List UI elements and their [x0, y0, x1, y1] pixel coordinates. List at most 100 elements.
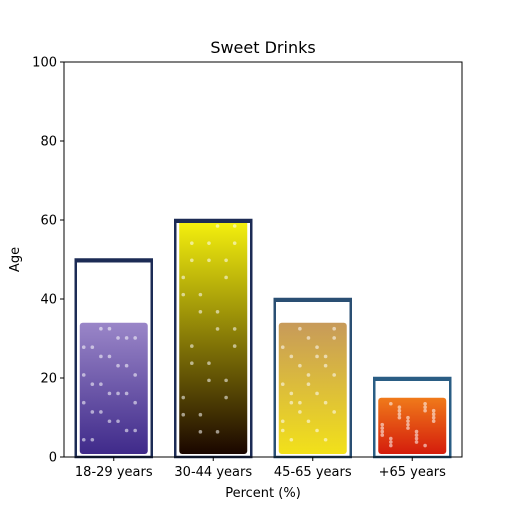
- bar-bubble: [315, 428, 319, 433]
- bar-bubble: [81, 400, 86, 405]
- x-axis: 18-29 years 30-44 years 45-65 years +65 yea…: [75, 457, 446, 480]
- bar-bubble: [116, 363, 120, 368]
- bar-bubble: [397, 415, 402, 420]
- bar-bubble: [181, 412, 186, 417]
- bar-liquid: [278, 322, 347, 454]
- bar-bubble: [190, 258, 194, 263]
- bar-bubble: [315, 354, 319, 359]
- bar-bubble: [224, 378, 228, 383]
- bar-bubble: [298, 400, 302, 405]
- y-tick-label: 80: [40, 135, 57, 150]
- bar-bubble: [306, 419, 311, 424]
- bar-bubble: [332, 326, 336, 331]
- bar-bubble: [423, 443, 427, 448]
- bar-bubble: [323, 363, 328, 368]
- y-tick-label: 0: [49, 451, 57, 466]
- bar-bubble: [215, 309, 220, 314]
- bar-bubble: [315, 391, 319, 396]
- bar-bubble: [380, 429, 385, 434]
- bar-bubble: [124, 391, 129, 396]
- bar-bubble: [389, 440, 393, 444]
- bar-liquid: [179, 220, 248, 454]
- bar-bubble: [107, 419, 112, 424]
- bar-bubble: [116, 391, 120, 396]
- bar-bubble: [90, 410, 95, 414]
- bar-bubble: [116, 336, 120, 340]
- bar-bubble: [306, 382, 311, 387]
- bar-bubble: [198, 292, 203, 297]
- bar-bubble: [332, 336, 336, 340]
- bar-bubble: [224, 275, 228, 280]
- bars-layer: [74, 218, 452, 459]
- bar-bubble: [99, 382, 103, 387]
- bar-bubble: [414, 440, 419, 444]
- bar-bubble: [133, 336, 137, 340]
- bar-bubble: [81, 345, 86, 350]
- bar-bubble: [99, 326, 103, 331]
- bar: [373, 376, 452, 459]
- bar-bubble: [124, 363, 129, 368]
- bar-bubble: [298, 410, 302, 414]
- bar-bubble: [133, 373, 137, 377]
- bar-bubble: [224, 258, 228, 263]
- bar-bubble: [224, 395, 228, 400]
- bar-bubble: [81, 373, 86, 377]
- bar-bubble: [133, 400, 137, 405]
- y-axis: 0 20 40 60 80 100: [32, 56, 64, 466]
- bar-bubble: [181, 275, 186, 280]
- bar-bubble: [332, 410, 336, 414]
- bar-bubble: [280, 428, 285, 433]
- y-tick-label: 100: [32, 56, 57, 71]
- bar-bubble: [406, 426, 410, 430]
- bar-bubble: [280, 345, 285, 350]
- bar-bubble: [380, 422, 385, 427]
- bar-bubble: [397, 412, 402, 416]
- bar-bubble: [280, 382, 285, 387]
- bar: [174, 218, 253, 459]
- bar-bubble: [289, 437, 294, 442]
- bar-bubble: [423, 408, 427, 413]
- bar-bubble: [315, 345, 319, 350]
- x-axis-label: Percent (%): [225, 486, 301, 501]
- bar-bubble: [232, 241, 237, 245]
- bar-bubble: [81, 437, 86, 442]
- bar-bubble: [298, 363, 302, 368]
- bar-bubble: [323, 400, 328, 405]
- x-tick-label: 30-44 years: [174, 465, 252, 480]
- bar-bubble: [397, 408, 402, 413]
- bar-bubble: [207, 378, 211, 383]
- bar-bubble: [423, 405, 427, 410]
- bar-bubble: [414, 433, 419, 437]
- bar-liquid: [378, 397, 447, 454]
- bar-bubble: [406, 422, 410, 427]
- bar-bubble: [414, 436, 419, 441]
- plot-frame: [63, 61, 463, 458]
- x-tick-label: +65 years: [379, 465, 447, 480]
- bar-bubble: [198, 430, 203, 434]
- bar-bubble: [306, 373, 311, 377]
- bar-bubble: [406, 415, 410, 420]
- bar-bubble: [107, 326, 112, 331]
- bar-bubble: [232, 224, 237, 228]
- bar-bubble: [99, 410, 103, 414]
- bar-rim: [274, 299, 351, 302]
- bar-bubble: [124, 428, 129, 433]
- bar-bubble: [280, 419, 285, 424]
- bar-bubble: [306, 336, 311, 340]
- bar-bubble: [133, 428, 137, 433]
- bar-bubble: [207, 241, 211, 245]
- bar-bubble: [181, 292, 186, 297]
- x-tick-label: 45-65 years: [274, 465, 352, 480]
- bar-rim: [374, 378, 451, 381]
- bar-bubble: [198, 412, 203, 417]
- bar-bubble: [289, 391, 294, 396]
- chart-title: Sweet Drinks: [210, 38, 315, 57]
- bar: [74, 258, 153, 459]
- bar-bubble: [431, 419, 436, 423]
- bar-bubble: [389, 401, 393, 406]
- bar-bubble: [298, 326, 302, 331]
- bar-bubble: [181, 395, 186, 400]
- bar-bubble: [406, 419, 410, 423]
